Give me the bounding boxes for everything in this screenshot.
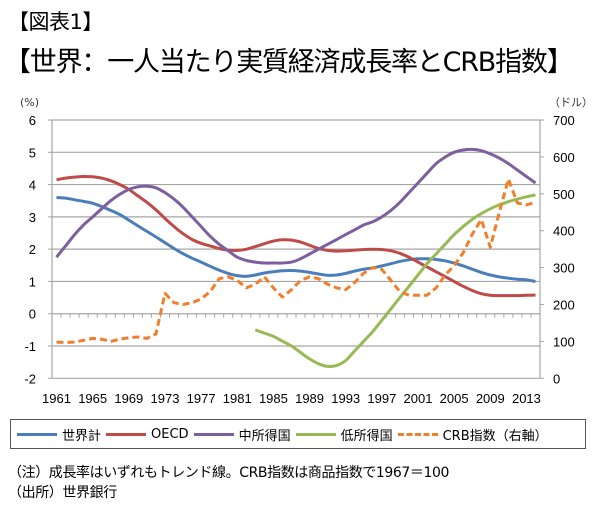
y-tick-label: 2 [29,242,36,257]
y2-tick-label: 200 [553,298,575,313]
legend-swatch-crb [397,432,438,436]
y-tick-labels: 6 5 4 3 2 1 0 -1 -2 [24,113,36,386]
y-tick-label: 0 [29,307,36,322]
legend-item-middle-income: 中所得国 [193,425,291,444]
x-tick-label: 2009 [476,391,505,406]
figure-label: 【図表1】 [8,10,103,34]
legend: 世界計 OECD 中所得国 低所得国 CRB指数（右軸） [10,419,586,449]
legend-item-world: 世界計 [17,425,101,444]
x-tick-label: 1989 [295,391,324,406]
legend-item-oecd: OECD [106,427,189,442]
legend-label-low-income: 低所得国 [340,428,393,444]
y-tick-label: 4 [29,178,36,193]
legend-item-crb: CRB指数（右軸） [397,425,548,444]
series-lines [55,147,537,368]
x-tick-label: 2013 [512,391,541,406]
y2-tick-label: 500 [553,187,575,202]
y-axis-unit-label: (%) [20,96,39,109]
x-tick-label: 1985 [259,391,288,406]
y2-tick-label: 300 [553,261,575,276]
legend-label-middle-income: 中所得国 [238,428,291,444]
legend-swatch-middle-income [193,432,234,436]
x-tick-label: 1965 [78,391,107,406]
gridlines [52,119,540,347]
x-tick-label: 1997 [367,391,396,406]
y-tick-label: 3 [29,210,36,225]
y-tick-label: 6 [29,113,36,128]
y2-axis-unit-label: （ドル） [549,96,593,109]
y2-tick-label: 100 [553,334,575,349]
y2-tick-label: 0 [553,371,560,386]
source-text: （出所）世界銀行 [8,485,117,501]
y-tick-label: -2 [24,371,36,386]
legend-swatch-low-income [295,432,336,436]
y-tick-label: 1 [29,274,36,289]
legend-label-world: 世界計 [62,428,102,444]
series-low-income [254,193,536,368]
x-tick-label: 1993 [331,391,360,406]
y2-tick-label: 700 [553,113,575,128]
note-text: （注）成長率はいずれもトレンド線。CRB指数は商品指数で1967＝100 [8,465,450,481]
x-tick-label: 2001 [404,391,433,406]
legend-label-oecd: OECD [151,426,189,442]
series-crb [56,177,536,344]
legend-label-crb: CRB指数（右軸） [442,428,548,444]
x-tick-label: 1961 [42,391,71,406]
y2-tick-label: 600 [553,150,575,165]
x-tick-labels: 1961 1965 1969 1973 1977 1981 1985 1989 1993 1997… [42,391,541,406]
y-tick-label: 5 [29,145,36,160]
x-tick-label: 2005 [440,391,469,406]
legend-swatch-world [17,432,57,436]
axes [48,119,544,379]
series-middle-income [55,147,537,265]
legend-item-low-income: 低所得国 [295,425,393,444]
x-tick-label: 1969 [114,391,143,406]
x-tick-label: 1981 [223,391,252,406]
x-tick-label: 1977 [187,391,216,406]
y2-tick-labels: 700 600 500 400 300 200 100 0 [553,113,575,386]
series-oecd [56,174,536,298]
chart-title: 【世界：一人当たり実質経済成長率とCRB指数】 [4,47,574,78]
y2-tick-label: 400 [553,224,575,239]
y-tick-label: -1 [24,339,36,354]
legend-swatch-oecd [106,432,147,436]
x-tick-label: 1973 [151,391,180,406]
